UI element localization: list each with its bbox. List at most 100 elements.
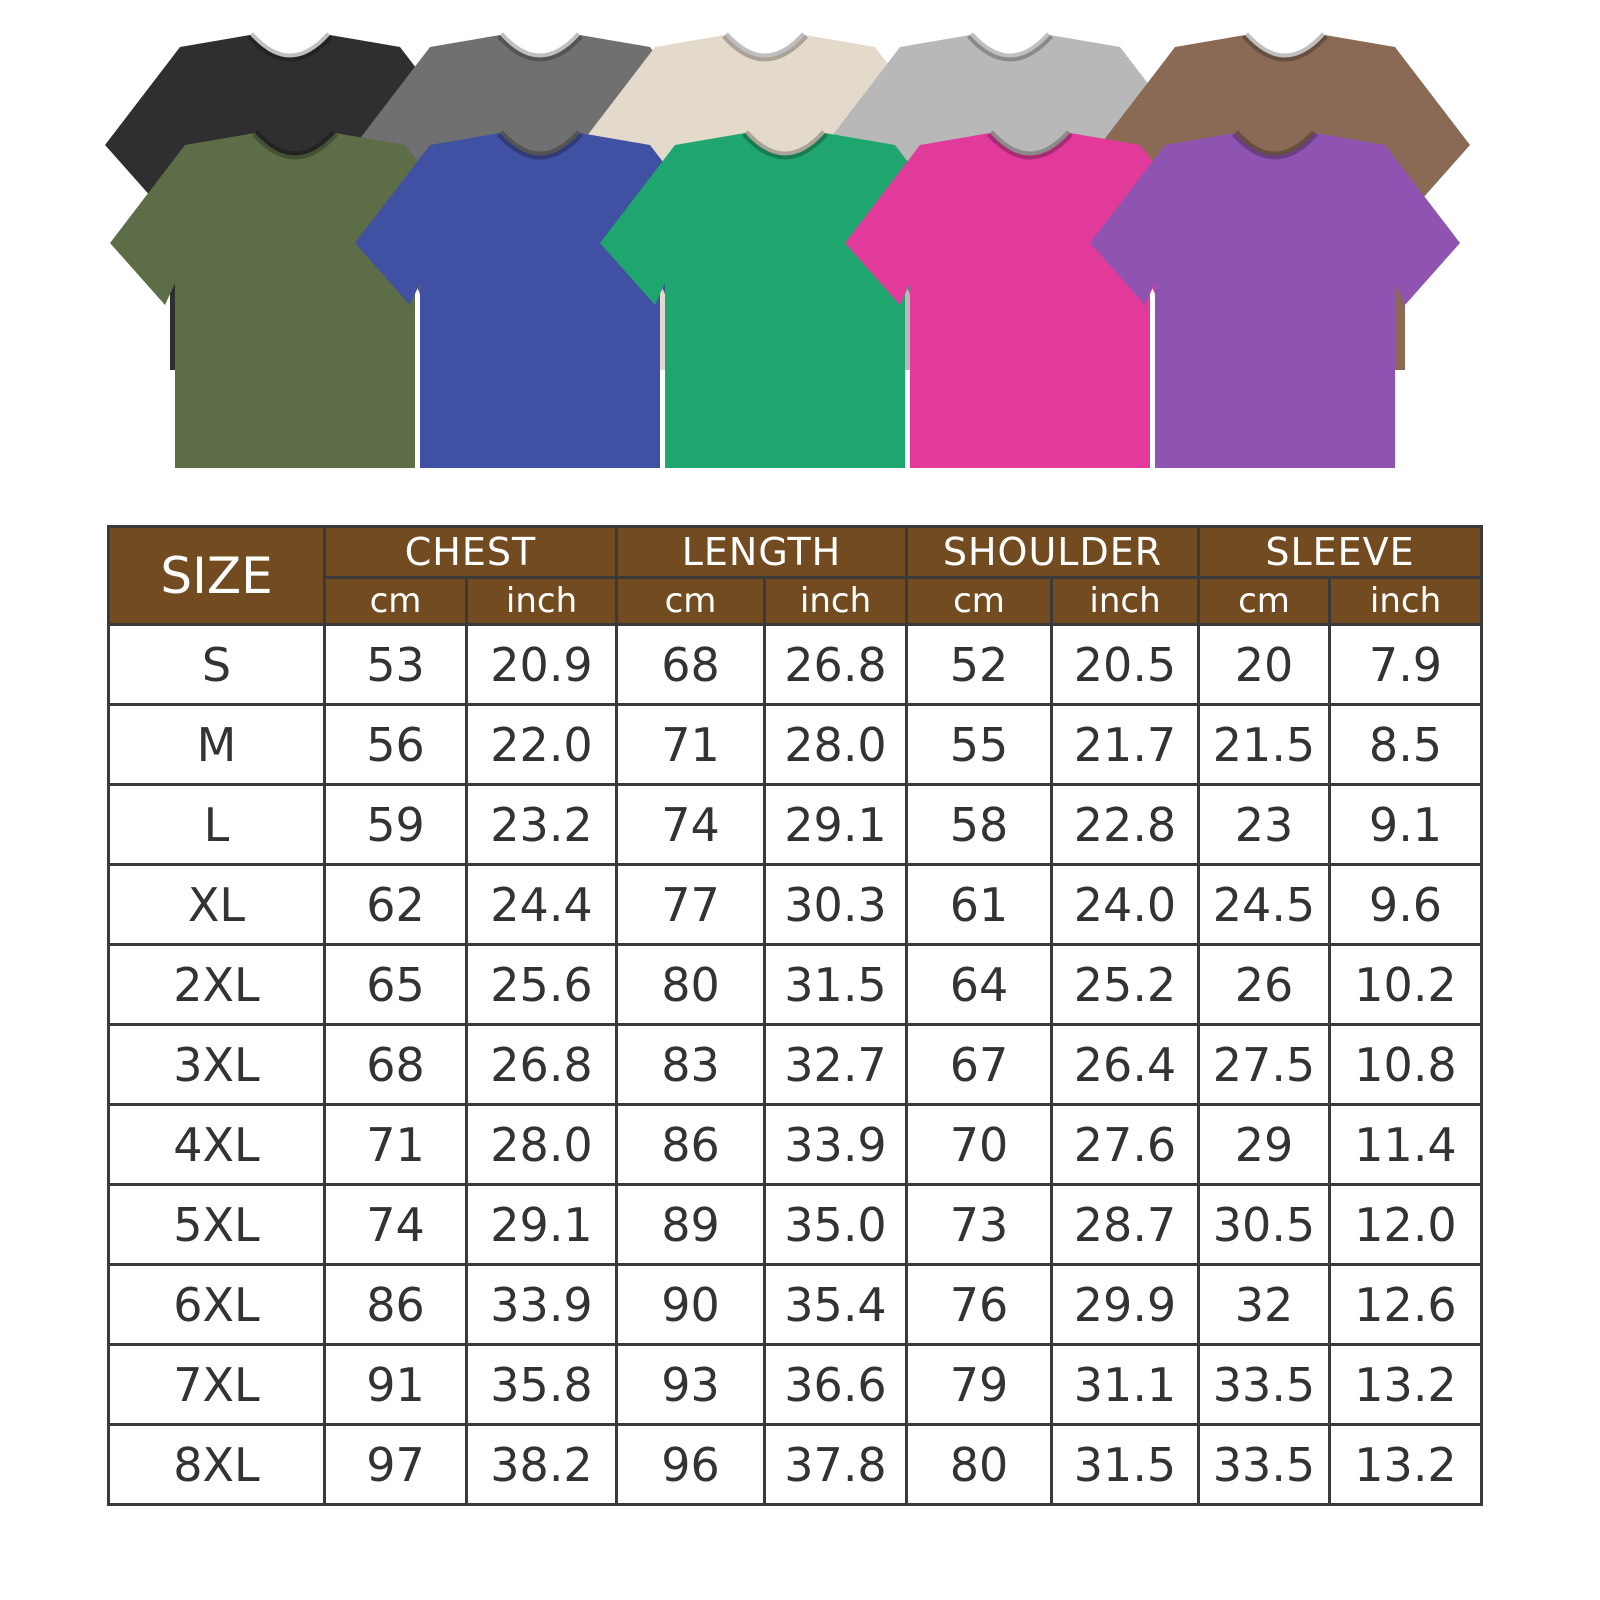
sleeve-cm-cell: 32: [1197, 1263, 1331, 1346]
shoulder-inch-cell: 24.0: [1050, 863, 1200, 946]
size-cell: 5XL: [107, 1183, 326, 1266]
sleeve-cm-cell: 21.5: [1197, 703, 1331, 786]
shoulder-inch-cell: 22.8: [1050, 783, 1200, 866]
sleeve-header: SLEEVE: [1197, 525, 1483, 579]
sleeve-inch-cell: 9.6: [1328, 863, 1483, 946]
length-inch-cell: 33.9: [763, 1103, 908, 1186]
chest-inch-cell: 22.0: [465, 703, 618, 786]
shoulder-inch-cell: 26.4: [1050, 1023, 1200, 1106]
table-row: M 56 22.0 71 28.0 55 21.7 21.5 8.5: [107, 703, 1483, 786]
table-row: 2XL 65 25.6 80 31.5 64 25.2 26 10.2: [107, 943, 1483, 1026]
shoulder-cm-cell: 52: [905, 623, 1053, 706]
size-cell: 6XL: [107, 1263, 326, 1346]
sleeve-inch-cell: 7.9: [1328, 623, 1483, 706]
table-row: XL 62 24.4 77 30.3 61 24.0 24.5 9.6: [107, 863, 1483, 946]
size-cell: M: [107, 703, 326, 786]
shoulder-cm-cell: 55: [905, 703, 1053, 786]
chest-inch-cell: 28.0: [465, 1103, 618, 1186]
length-cm-cell: 83: [615, 1023, 766, 1106]
size-cell: 2XL: [107, 943, 326, 1026]
shoulder-inch-cell: 21.7: [1050, 703, 1200, 786]
tshirt-body: [1090, 133, 1460, 468]
shoulder-inch-cell: 28.7: [1050, 1183, 1200, 1266]
chest-inch-cell: 24.4: [465, 863, 618, 946]
sleeve-cm-cell: 24.5: [1197, 863, 1331, 946]
chest-cm-cell: 71: [323, 1103, 468, 1186]
size-cell: 3XL: [107, 1023, 326, 1106]
table-row: 8XL 97 38.2 96 37.8 80 31.5 33.5 13.2: [107, 1423, 1483, 1506]
sleeve-inch-cell: 13.2: [1328, 1423, 1483, 1506]
sleeve-inch-cell: 13.2: [1328, 1343, 1483, 1426]
size-header: SIZE: [107, 525, 326, 626]
chest-cm-cell: 59: [323, 783, 468, 866]
unit-inch-header: inch: [763, 576, 908, 626]
chest-cm-cell: 53: [323, 623, 468, 706]
chest-inch-cell: 26.8: [465, 1023, 618, 1106]
sleeve-cm-cell: 20: [1197, 623, 1331, 706]
size-chart-table: SIZE CHEST LENGTH SHOULDER SLEEVE cm inc…: [107, 525, 1483, 1506]
size-cell: L: [107, 783, 326, 866]
tshirt-collar: [967, 32, 1053, 62]
tshirt-collar: [1242, 32, 1328, 62]
length-inch-cell: 32.7: [763, 1023, 908, 1106]
tshirt-collar: [742, 130, 828, 160]
sleeve-inch-cell: 10.8: [1328, 1023, 1483, 1106]
size-cell: 7XL: [107, 1343, 326, 1426]
sleeve-inch-cell: 12.0: [1328, 1183, 1483, 1266]
length-header: LENGTH: [615, 525, 908, 579]
shoulder-inch-cell: 29.9: [1050, 1263, 1200, 1346]
chest-inch-cell: 35.8: [465, 1343, 618, 1426]
length-inch-cell: 28.0: [763, 703, 908, 786]
length-inch-cell: 26.8: [763, 623, 908, 706]
tshirt-collar: [252, 130, 338, 160]
chest-inch-cell: 25.6: [465, 943, 618, 1026]
shoulder-cm-cell: 80: [905, 1423, 1053, 1506]
table-row: 4XL 71 28.0 86 33.9 70 27.6 29 11.4: [107, 1103, 1483, 1186]
sleeve-inch-cell: 11.4: [1328, 1103, 1483, 1186]
tshirt-color-swatches: [105, 32, 1470, 468]
unit-inch-header: inch: [465, 576, 618, 626]
shoulder-cm-cell: 67: [905, 1023, 1053, 1106]
table-row: 7XL 91 35.8 93 36.6 79 31.1 33.5 13.2: [107, 1343, 1483, 1426]
chest-inch-cell: 33.9: [465, 1263, 618, 1346]
tshirt-collar: [247, 32, 333, 62]
length-cm-cell: 71: [615, 703, 766, 786]
size-rows: S 53 20.9 68 26.8 52 20.5 20 7.9 M 56 22.0 71 28.0 55 2…: [107, 623, 1483, 1506]
tshirt-front-9: [1090, 130, 1460, 468]
length-inch-cell: 29.1: [763, 783, 908, 866]
length-cm-cell: 96: [615, 1423, 766, 1506]
size-cell: S: [107, 623, 326, 706]
tshirt-collar: [722, 32, 808, 62]
sleeve-cm-cell: 33.5: [1197, 1343, 1331, 1426]
length-cm-cell: 74: [615, 783, 766, 866]
shoulder-cm-cell: 79: [905, 1343, 1053, 1426]
sleeve-inch-cell: 9.1: [1328, 783, 1483, 866]
shoulder-cm-cell: 76: [905, 1263, 1053, 1346]
shoulder-cm-cell: 58: [905, 783, 1053, 866]
chest-cm-cell: 68: [323, 1023, 468, 1106]
shoulder-cm-cell: 73: [905, 1183, 1053, 1266]
chest-inch-cell: 29.1: [465, 1183, 618, 1266]
length-cm-cell: 80: [615, 943, 766, 1026]
sleeve-cm-cell: 26: [1197, 943, 1331, 1026]
chest-cm-cell: 65: [323, 943, 468, 1026]
shoulder-inch-cell: 20.5: [1050, 623, 1200, 706]
tshirt-collar: [1232, 130, 1318, 160]
length-inch-cell: 31.5: [763, 943, 908, 1026]
tshirt-collar: [497, 32, 583, 62]
shoulder-inch-cell: 25.2: [1050, 943, 1200, 1026]
length-cm-cell: 93: [615, 1343, 766, 1426]
sleeve-cm-cell: 30.5: [1197, 1183, 1331, 1266]
sleeve-inch-cell: 8.5: [1328, 703, 1483, 786]
shoulder-cm-cell: 61: [905, 863, 1053, 946]
length-inch-cell: 30.3: [763, 863, 908, 946]
length-inch-cell: 35.0: [763, 1183, 908, 1266]
table-row: 3XL 68 26.8 83 32.7 67 26.4 27.5 10.8: [107, 1023, 1483, 1106]
size-cell: XL: [107, 863, 326, 946]
table-row: 6XL 86 33.9 90 35.4 76 29.9 32 12.6: [107, 1263, 1483, 1346]
size-cell: 8XL: [107, 1423, 326, 1506]
chest-inch-cell: 20.9: [465, 623, 618, 706]
length-inch-cell: 37.8: [763, 1423, 908, 1506]
length-cm-cell: 90: [615, 1263, 766, 1346]
tshirt-collar: [987, 130, 1073, 160]
